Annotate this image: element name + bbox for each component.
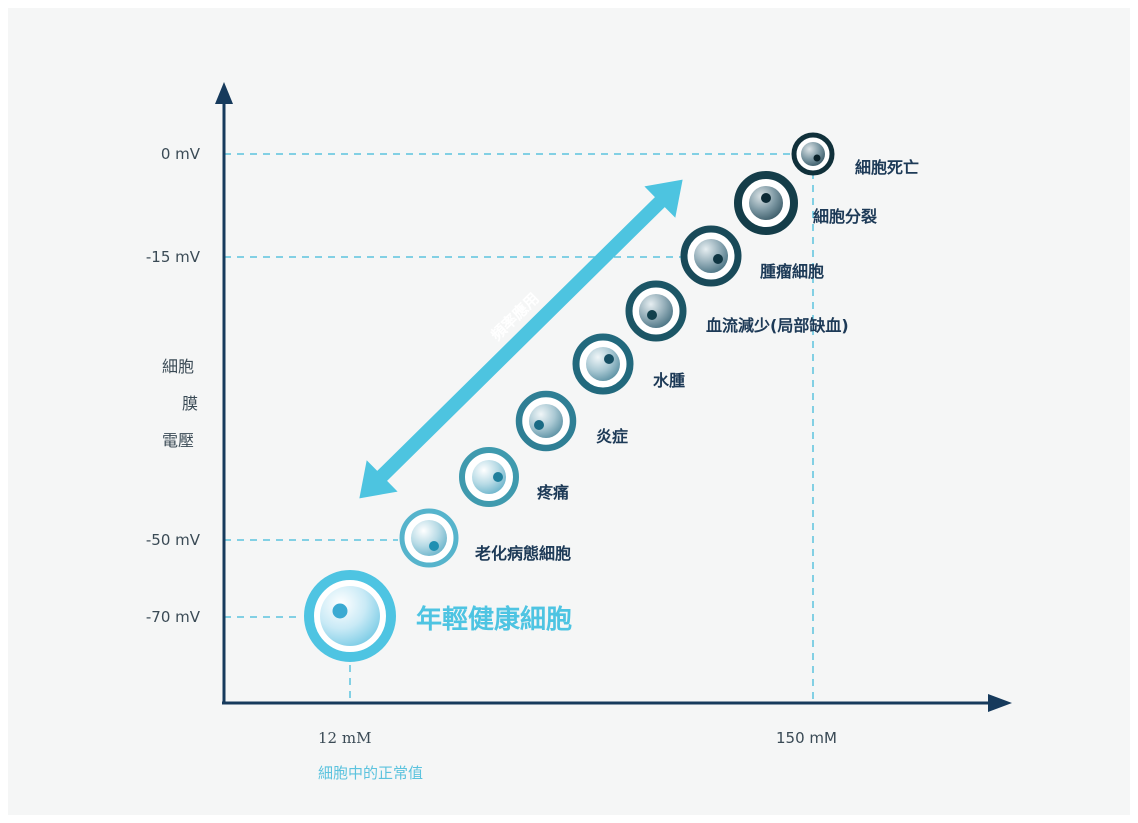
y-axis-label-line3: 電壓 [162,431,195,450]
cell-death [791,132,835,176]
cell-label-tumor: 腫瘤細胞 [760,262,825,281]
cell-label-ischemia: 血流減少(局部缺血) [706,316,849,335]
cell-label-healthy: 年輕健康細胞 [416,605,573,635]
frequency-arrow-shape [359,179,683,499]
y-axis-label-line1: 細胞 [162,357,195,376]
cell-label-pain: 疼痛 [537,483,570,502]
cell-tumor [680,225,742,287]
cell-aging [399,508,459,568]
frequency-arrow [359,179,683,499]
x-axis-sub-label: 細胞中的正常值 [318,764,424,782]
y-axis-arrowhead [215,82,233,104]
x-axis-arrowhead [988,694,1012,712]
cell-label-death: 細胞死亡 [855,158,920,177]
cell-ischemia [625,280,687,342]
cells-group [304,132,835,662]
cell-label-division: 細胞分裂 [813,207,878,226]
cell-label-aging: 老化病態細胞 [475,544,572,563]
x-tick-150mm: 150 mM [776,729,837,747]
y-tick-50mv: -50 mV [145,531,200,549]
cell-pain [459,447,519,507]
y-tick-70mv: -70 mV [145,608,200,626]
cell-healthy [304,570,396,662]
y-tick-15mv: -15 mV [145,248,200,266]
cell-label-edema: 水腫 [653,371,686,390]
x-tick-12mm: 12 mM [318,729,372,747]
y-tick-0mv: 0 mV [160,145,200,163]
cell-label-inflammation: 炎症 [596,427,629,446]
cell-division [734,171,798,235]
axes [215,82,1012,712]
y-axis-label-line2: 膜 [182,394,199,413]
cell-inflammation [515,390,577,452]
cell-edema [572,333,634,395]
